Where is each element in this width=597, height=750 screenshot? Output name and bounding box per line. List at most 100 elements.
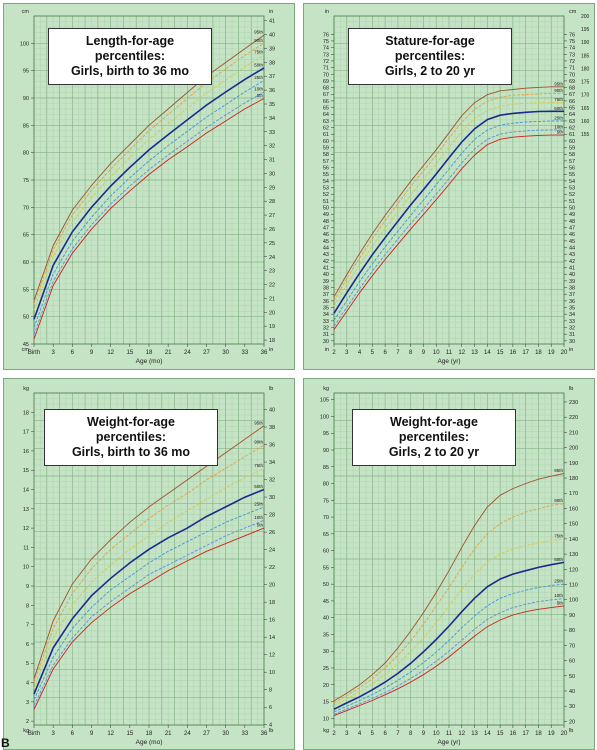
right-tick-label: 38 — [569, 286, 575, 292]
length-for-age-title-line2: Girls, birth to 36 mo — [70, 64, 190, 78]
x-tick-label: 14 — [484, 350, 491, 356]
right-tick-label: 26 — [269, 227, 275, 233]
right-tick-label: 8 — [269, 688, 272, 694]
left-tick-label: 76 — [323, 32, 329, 38]
left-tick-label: 90 — [23, 96, 29, 102]
right-unit-bottom: in — [269, 347, 273, 353]
series-line-p50 — [333, 110, 564, 314]
right-tick-label: 43 — [569, 252, 575, 258]
x-tick-label: 3 — [51, 731, 55, 737]
x-tick-label: 15 — [497, 731, 504, 737]
weight-for-age-infant-title-line2: Girls, birth to 36 mo — [71, 445, 191, 459]
series-line-p5 — [333, 605, 565, 717]
x-tick-label: 7 — [396, 731, 400, 737]
weight-for-age-infant-title: Weight-for-age percentiles: Girls, birth… — [44, 409, 218, 466]
series-line-p95 — [33, 34, 265, 301]
left-tick-label: 51 — [323, 199, 329, 205]
left-tick-label: 65 — [23, 233, 29, 239]
x-tick-label: 3 — [51, 350, 55, 356]
right-tick-label: 73 — [569, 52, 575, 58]
right-unit-bottom: lb — [569, 728, 573, 734]
right-tick-label: 130 — [569, 552, 578, 558]
right-tick-label: 42 — [569, 259, 575, 265]
left-tick-label: 5 — [26, 661, 29, 667]
right-tick-label: 38 — [269, 425, 275, 431]
right-tick-label: 40 — [269, 33, 275, 39]
right-tick-label: 49 — [569, 212, 575, 218]
left-tick-label: 40 — [323, 272, 329, 278]
right-tick-label: 200 — [569, 446, 578, 452]
right-tick-label: 150 — [569, 522, 578, 528]
left-unit-bottom: cm — [22, 347, 30, 353]
right-tick-label: 44 — [569, 246, 575, 252]
right-tick-label: 18 — [269, 338, 275, 344]
left-tick-label: 11 — [23, 545, 29, 551]
left-tick-label: 47 — [323, 226, 329, 232]
series-line-p10 — [333, 598, 565, 715]
x-tick-label: 7 — [396, 350, 400, 356]
x-tick-label: 15 — [126, 350, 133, 356]
left-unit-top: kg — [23, 386, 29, 392]
x-tick-label: 6 — [383, 731, 387, 737]
x-tick-label: 12 — [458, 731, 465, 737]
x-tick-label: 16 — [510, 731, 517, 737]
left-tick-label: 80 — [23, 151, 29, 157]
left-unit-top: cm — [22, 9, 30, 15]
right-tick-label: 28 — [269, 199, 275, 205]
left-tick-label: 45 — [323, 239, 329, 245]
right-tick-label: 35 — [269, 102, 275, 108]
right-tick-label: 27 — [269, 213, 275, 219]
right-tick-label: 100 — [569, 598, 578, 604]
stature-for-age-title-line1: Stature-for-age percentiles: — [385, 34, 475, 63]
left-tick-label: 17 — [23, 430, 29, 436]
series-label-p25: 25th — [254, 501, 263, 506]
weight-for-age-child-title: Weight-for-age percentiles: Girls, 2 to … — [352, 409, 516, 466]
left-tick-label: 49 — [323, 212, 329, 218]
x-tick-label: 36 — [261, 350, 268, 356]
left-tick-label: 59 — [323, 146, 329, 152]
right-tick-label: 30 — [269, 495, 275, 501]
series-label-p95: 95th — [254, 420, 263, 425]
right-tick-label: 140 — [569, 537, 578, 543]
right-tick-label: 46 — [569, 232, 575, 238]
left-tick-label: 55 — [323, 172, 329, 178]
left-tick-label: 7 — [26, 623, 29, 629]
x-tick-label: 10 — [433, 350, 440, 356]
x-tick-label: 5 — [371, 731, 375, 737]
left-tick-label: 35 — [323, 632, 329, 638]
right-tick-label: 75 — [569, 39, 575, 45]
right-cm-tick-label: 170 — [581, 93, 590, 99]
right-tick-label: 64 — [569, 112, 575, 118]
left-tick-label: 8 — [26, 603, 29, 609]
right-tick-label: 30 — [269, 171, 275, 177]
left-tick-label: 54 — [323, 179, 329, 185]
series-label-p5: 5th — [557, 600, 564, 605]
series-line-p25 — [333, 583, 565, 713]
left-tick-label: 4 — [26, 681, 29, 687]
left-tick-label: 48 — [323, 219, 329, 225]
right-tick-label: 54 — [569, 179, 575, 185]
left-tick-label: 60 — [323, 139, 329, 145]
right-tick-label: 52 — [569, 192, 575, 198]
left-tick-label: 71 — [323, 66, 329, 72]
stature-for-age-chart: 3031323334353637383940414243444546474849… — [323, 9, 590, 365]
right-tick-label: 36 — [269, 443, 275, 449]
series-label-p90: 90th — [554, 88, 563, 93]
right-unit-bottom: in — [569, 347, 573, 353]
series-label-p25: 25th — [554, 115, 563, 120]
x-tick-label: 12 — [107, 350, 114, 356]
x-axis-label: Age (yr) — [437, 358, 460, 365]
series-line-p50 — [33, 67, 265, 320]
x-tick-label: 33 — [241, 350, 248, 356]
left-tick-label: 67 — [323, 92, 329, 98]
x-tick-label: 20 — [561, 350, 568, 356]
right-tick-label: 34 — [269, 116, 275, 122]
right-tick-label: 160 — [569, 506, 578, 512]
right-tick-label: 22 — [269, 283, 275, 289]
right-tick-label: 29 — [269, 185, 275, 191]
x-tick-label: 3 — [345, 350, 349, 356]
right-tick-label: 170 — [569, 491, 578, 497]
x-tick-label: 8 — [409, 731, 413, 737]
right-tick-label: 37 — [569, 292, 575, 298]
x-tick-label: 20 — [561, 731, 568, 737]
